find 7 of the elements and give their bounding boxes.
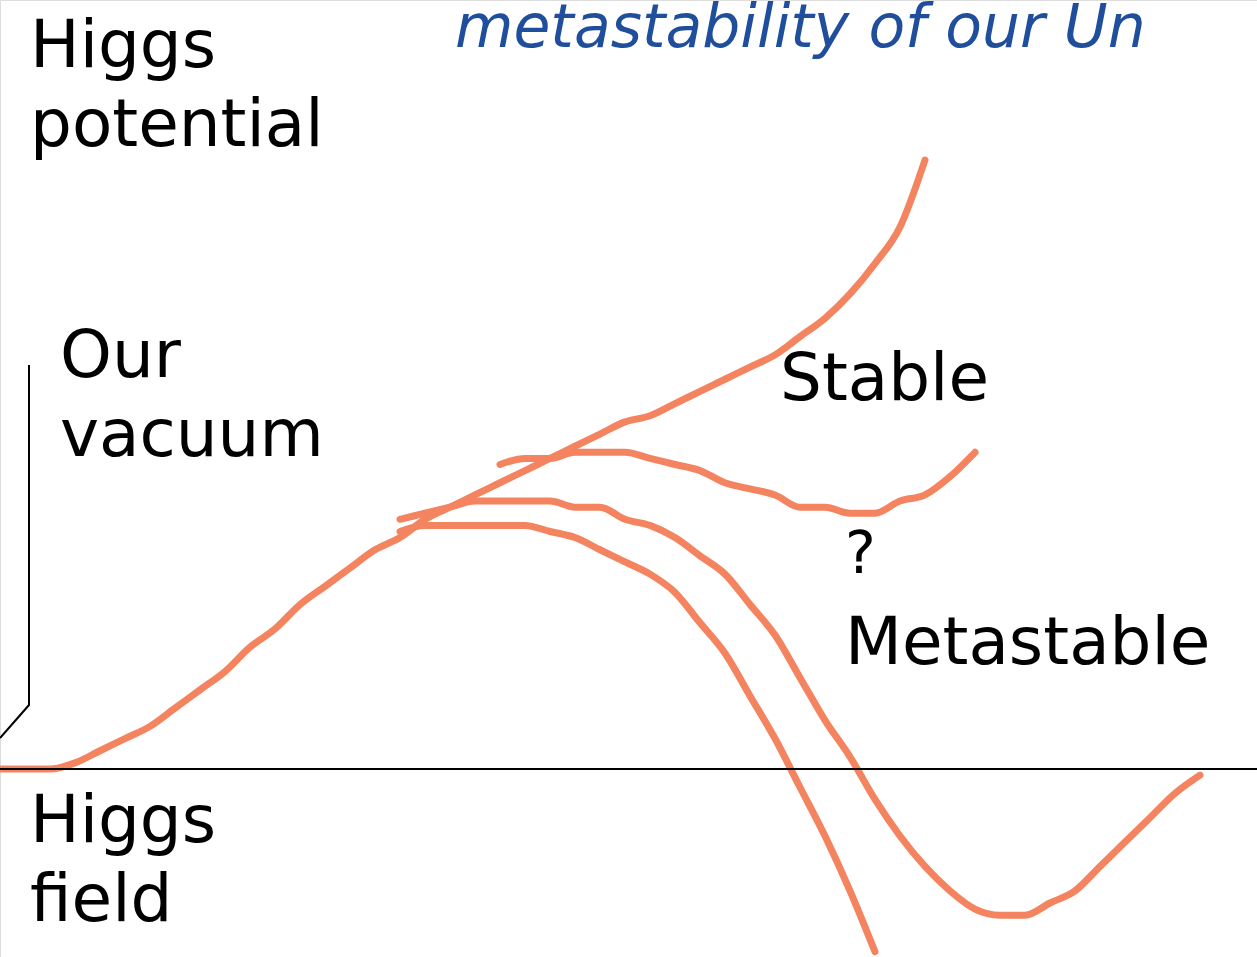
annotation: Our vacuum (60, 316, 324, 473)
x-axis-title: Higgs field (30, 781, 217, 938)
chart-title: metastability of our Un (455, 0, 1146, 61)
annotation: Stable (780, 339, 990, 416)
y-axis-title: Higgs potential (30, 6, 324, 163)
annotation: ? (845, 519, 876, 587)
annotation: Metastable (845, 603, 1211, 680)
